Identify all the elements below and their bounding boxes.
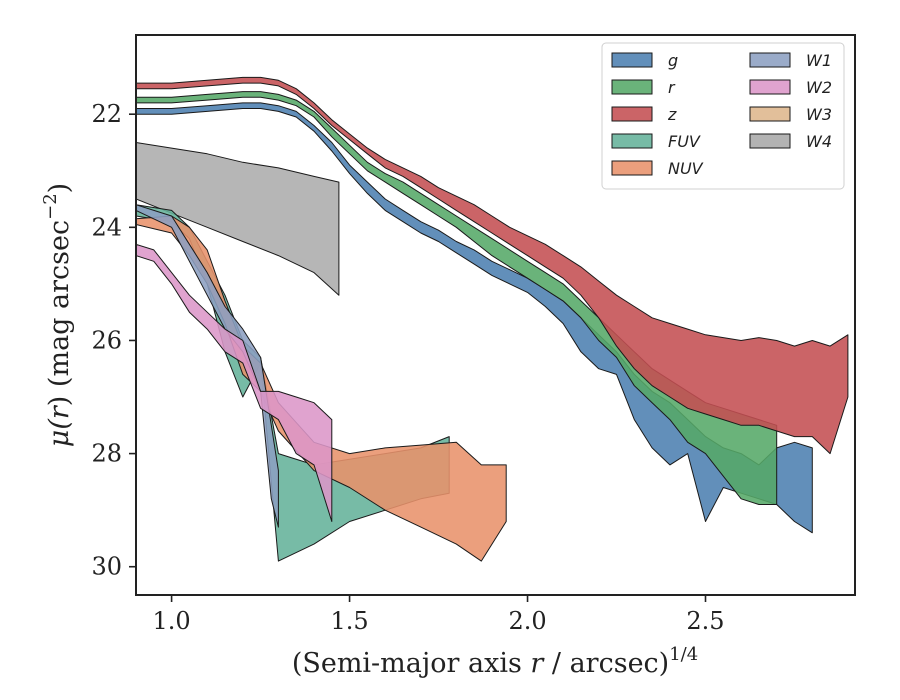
y-tick-label: 26 bbox=[91, 326, 122, 354]
series-band-w2 bbox=[136, 243, 333, 522]
y-tick-label: 30 bbox=[91, 553, 122, 581]
y-axis-label: μ(r) (mag arcsec−2) bbox=[40, 183, 75, 447]
x-axis-label-main: (Semi-major axis bbox=[292, 648, 531, 679]
legend-label-w4: W4 bbox=[806, 132, 832, 151]
legend-swatch-z bbox=[611, 106, 653, 122]
x-axis-label-sup: 1/4 bbox=[669, 644, 698, 665]
legend-label-w1: W1 bbox=[806, 51, 832, 70]
x-tick-label: 2.0 bbox=[508, 607, 546, 635]
y-axis-label-var: r bbox=[44, 404, 75, 419]
legend-label-fuv: FUV bbox=[668, 132, 701, 151]
y-tick-label: 22 bbox=[91, 100, 122, 128]
legend-swatch-nuv bbox=[611, 160, 653, 176]
x-tick-label: 2.5 bbox=[686, 607, 724, 635]
series-layer bbox=[136, 76, 849, 562]
legend: grz FUV NUV W1 W2 W3 W4 bbox=[601, 42, 845, 190]
x-tick-label: 1.5 bbox=[330, 607, 368, 635]
legend-swatch-w4 bbox=[749, 133, 791, 149]
x-axis-label: (Semi-major axis r / arcsec)1/4 bbox=[292, 644, 698, 679]
legend-swatch-w1 bbox=[749, 52, 791, 68]
y-axis-label-close: ) bbox=[44, 183, 75, 194]
y-tick-label: 24 bbox=[91, 213, 122, 241]
y-axis: 22 24 26 28 30 bbox=[91, 100, 136, 581]
legend-swatch-w2 bbox=[749, 79, 791, 95]
series-band-r bbox=[136, 91, 778, 505]
y-axis-label-mu: μ( bbox=[44, 418, 75, 448]
legend-label-nuv: NUV bbox=[668, 159, 704, 178]
plot-frame bbox=[135, 34, 856, 596]
x-axis-label-rest: / arcsec) bbox=[543, 648, 669, 679]
legend-label-r: r bbox=[668, 78, 676, 97]
x-tick-label: 1.0 bbox=[153, 607, 191, 635]
series-band-z bbox=[136, 76, 849, 455]
legend-swatch-g bbox=[611, 52, 653, 68]
legend-swatch-fuv bbox=[611, 133, 653, 149]
legend-label-z: z bbox=[667, 105, 677, 124]
legend-swatch-r bbox=[611, 79, 653, 95]
legend-label-g: g bbox=[668, 51, 678, 70]
legend-swatch-w3 bbox=[749, 106, 791, 122]
y-axis-label-sup: −2 bbox=[40, 193, 61, 220]
legend-label-w2: W2 bbox=[806, 78, 832, 97]
y-axis-label-rest: ) (mag arcsec bbox=[44, 220, 75, 406]
x-axis: 1.0 1.5 2.0 2.5 bbox=[153, 595, 725, 635]
y-tick-label: 28 bbox=[91, 440, 122, 468]
series-band-g bbox=[136, 102, 813, 534]
x-axis-label-var: r bbox=[530, 648, 545, 679]
legend-label-w3: W3 bbox=[806, 105, 832, 124]
series-band-w4 bbox=[136, 142, 340, 296]
